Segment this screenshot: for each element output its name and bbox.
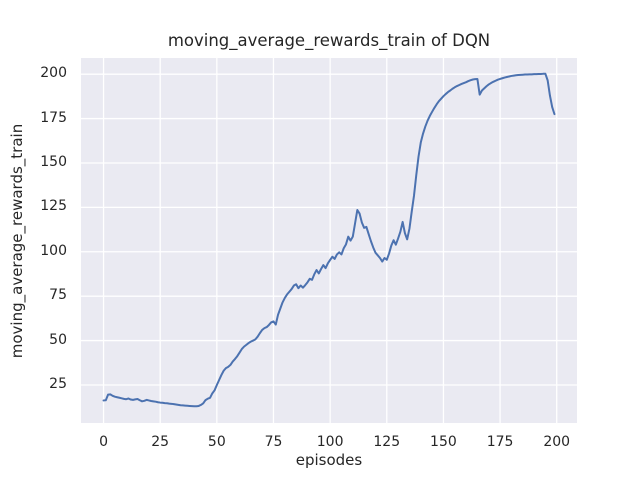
x-tick-label: 200 xyxy=(543,434,571,450)
y-tick-label: 50 xyxy=(49,331,67,348)
x-tick-label: 75 xyxy=(264,434,283,450)
chart-title: moving_average_rewards_train of DQN xyxy=(167,31,491,50)
x-tick-label: 50 xyxy=(207,434,226,450)
x-axis-label: episodes xyxy=(295,451,363,469)
x-tick-label: 25 xyxy=(151,434,170,450)
x-tick-label: 175 xyxy=(486,434,514,450)
data-line xyxy=(102,72,556,408)
y-tick-label: 75 xyxy=(49,287,67,304)
y-tick-label: 125 xyxy=(40,198,67,215)
y-tick-label: 150 xyxy=(40,153,67,170)
x-tick-label: 125 xyxy=(373,434,401,450)
y-tick-label: 100 xyxy=(40,242,67,259)
axes-background xyxy=(81,58,577,423)
x-tick-label: 100 xyxy=(316,434,344,450)
x-tick-label: 150 xyxy=(430,434,457,450)
y-tick-label: 175 xyxy=(40,109,67,126)
y-tick-label: 25 xyxy=(49,375,67,392)
x-tick-label: 0 xyxy=(99,434,108,450)
y-tick-label: 200 xyxy=(40,65,67,82)
